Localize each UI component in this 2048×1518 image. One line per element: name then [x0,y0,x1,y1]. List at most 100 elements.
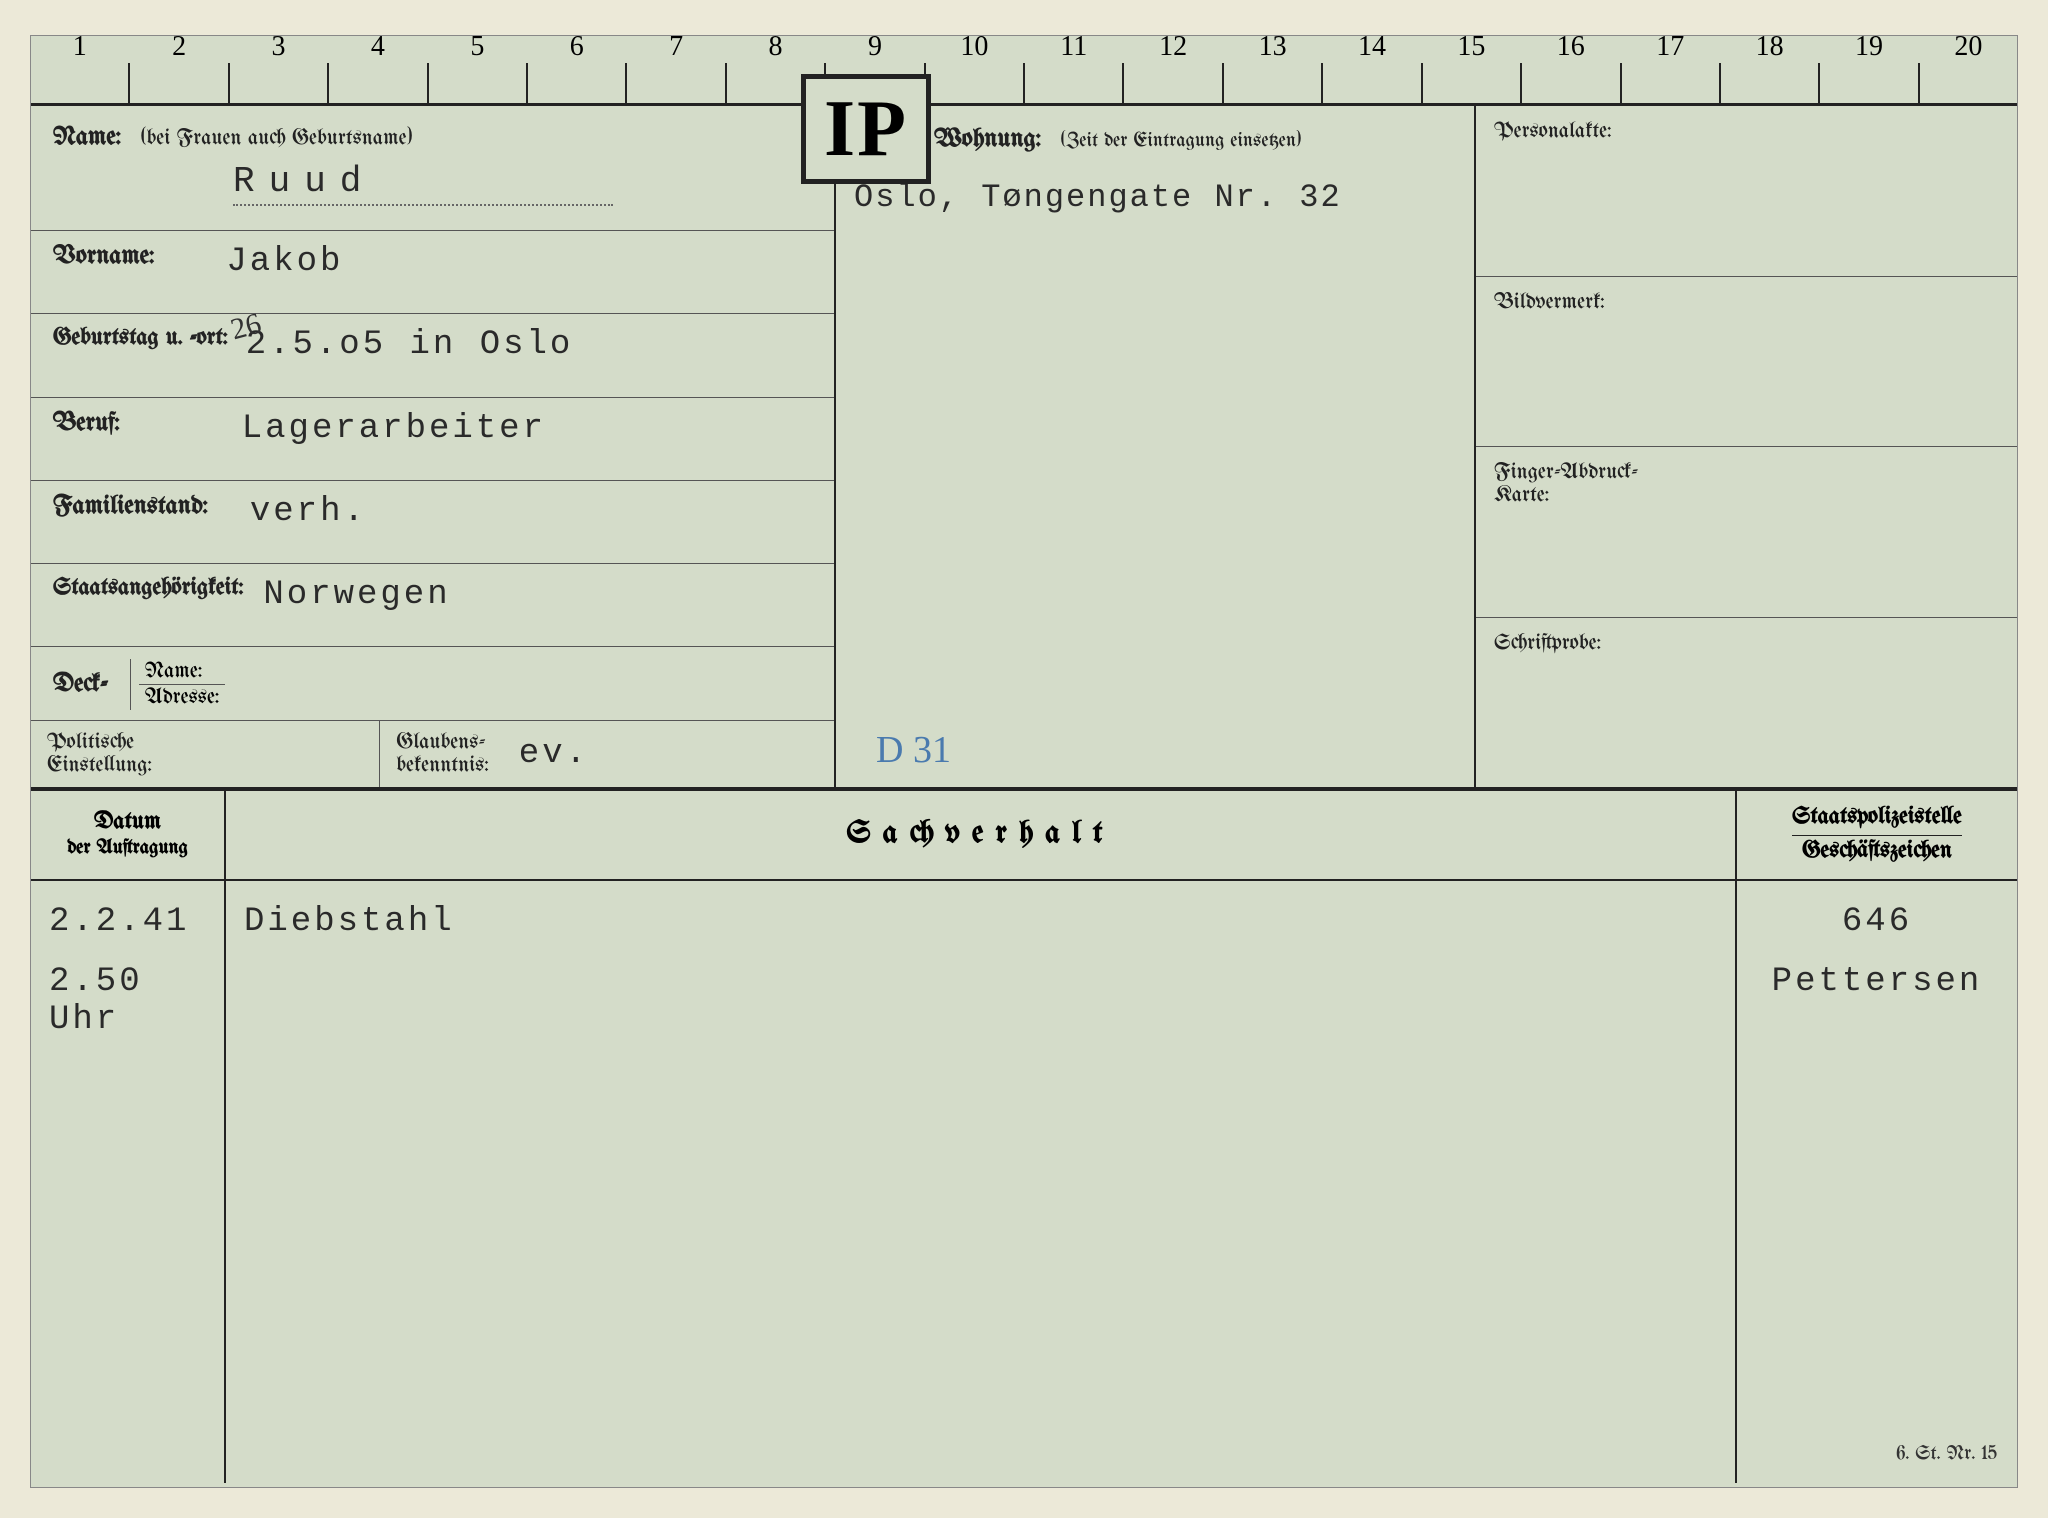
cell-schriftprobe: Schriftprobe: [1476,618,2017,788]
field-bottom-split: Politische Einstellung: Glaubens- bekenn… [31,721,834,787]
ip-text: IP [824,84,908,175]
td-sachverhalt: Diebstahl [226,881,1737,1483]
ruler-tick: 4 [329,63,428,103]
label-glaubens: Glaubens- [396,731,489,754]
entries-table: Datum der Auftragung Sachverhalt Staatsp… [31,791,2017,1483]
ruler-tick: 3 [230,63,329,103]
value-staatsang: Norwegen [263,576,450,614]
entry-date2: 2.50 Uhr [49,963,206,1039]
ruler-tick: 12 [1124,63,1223,103]
footer-form-number: 6. St. Nr. 15 [1896,1444,1997,1465]
handwritten-d31: D 31 [876,728,951,772]
label-geburtstag: Geburtstag u. -ort: [53,326,228,351]
ruler-number: 3 [272,31,286,63]
ruler-number: 19 [1855,31,1883,63]
label-einstellung: Einstellung: [47,754,363,777]
field-geburtstag: Geburtstag u. -ort: 26 2.5.o5 in Oslo [31,314,834,397]
entry-ref2: Pettersen [1755,963,1999,1001]
ruler-number: 5 [470,31,484,63]
value-geburtstag: 2.5.o5 in Oslo [246,326,574,364]
field-name: Name: (bei Frauen auch Geburtsname) Ruud [31,106,834,231]
value-glaubens: ev. [519,735,589,773]
label-personalakte: Personalakte: [1494,120,1612,143]
ruler-tick: 20 [1920,63,2017,103]
ruler-number: 14 [1358,31,1386,63]
ruler-tick: 19 [1820,63,1919,103]
ip-badge: IP [801,74,931,184]
value-familienstand: verh. [250,493,367,531]
table-header: Datum der Auftragung Sachverhalt Staatsp… [31,791,2017,881]
label-beruf: Beruf: [53,410,120,437]
ruler-number: 2 [172,31,186,63]
cell-fingerabdruck: Finger-Abdruck- Karte: [1476,447,2017,618]
td-date: 2.2.41 2.50 Uhr [31,881,226,1483]
index-card: 1234567891011121314151617181920 IP Name:… [30,35,2018,1488]
label-politische: Politische [47,731,363,754]
field-beruf: Beruf: Lagerarbeiter [31,398,834,481]
label-deck-adresse: Adresse: [139,685,226,710]
th-sachverhalt: Sachverhalt [226,791,1737,879]
value-name: Ruud [233,161,375,202]
ruler-tick: 15 [1423,63,1522,103]
ruler-tick: 17 [1622,63,1721,103]
label-name-note: (bei Frauen auch Geburtsname) [141,127,412,150]
label-wohnung: Wohnung: [934,126,1041,153]
ruler-tick: 1 [31,63,130,103]
field-vorname: Vorname: Jakob [31,231,834,314]
table-body: 2.2.41 2.50 Uhr Diebstahl 646 Pettersen … [31,881,2017,1483]
value-vorname: Jakob [226,243,343,281]
label-bildvermerk: Bildvermerk: [1494,291,1605,314]
left-column: Name: (bei Frauen auch Geburtsname) Ruud… [31,106,836,787]
label-vorname: Vorname: [53,243,154,270]
ruler-number: 9 [868,31,882,63]
ruler-number: 6 [570,31,584,63]
ruler-tick: 14 [1323,63,1422,103]
field-familienstand: Familienstand: verh. [31,481,834,564]
ruler-number: 15 [1457,31,1485,63]
value-beruf: Lagerarbeiter [242,410,546,448]
td-reference: 646 Pettersen 6. St. Nr. 15 [1737,881,2017,1483]
ruler-number: 1 [73,31,87,63]
middle-column: Wohnung: (Zeit der Eintragung einsetzen)… [836,106,1476,787]
ruler-number: 18 [1756,31,1784,63]
label-deck-name: Name: [139,659,226,685]
label-bekenntnis: bekenntnis: [396,754,489,777]
label-staatspolizei: Staatspolizeistelle [1792,804,1962,836]
label-datum1: Datum [94,809,161,838]
ruler-number: 8 [769,31,783,63]
entry-date1: 2.2.41 [49,903,206,941]
label-name: Name: [53,124,121,151]
ruler-tick: 10 [926,63,1025,103]
right-column: Personalakte: Bildvermerk: Finger-Abdruc… [1476,106,2017,787]
label-staatsang: Staatsangehörigkeit: [53,576,243,601]
ruler-number: 20 [1954,31,1982,63]
ruler-number: 4 [371,31,385,63]
ruler-tick: 2 [130,63,229,103]
ruler-number: 12 [1159,31,1187,63]
label-familienstand: Familienstand: [53,493,208,520]
value-wohnung: Oslo, Tøngengate Nr. 32 [854,179,1342,216]
cell-bildvermerk: Bildvermerk: [1476,277,2017,448]
ruler-number: 7 [669,31,683,63]
entry-sachverhalt: Diebstahl [244,903,1717,941]
ruler-tick: 7 [627,63,726,103]
ruler-number: 16 [1557,31,1585,63]
ruler-number: 10 [960,31,988,63]
label-deck: Deck- [53,671,108,698]
label-fingerabdruck2: Karte: [1494,484,1999,507]
ruler-tick: 13 [1224,63,1323,103]
label-wohnung-note: (Zeit der Eintragung einsetzen) [1061,131,1301,152]
ruler-tick: 5 [429,63,528,103]
entry-ref1: 646 [1755,903,1999,941]
label-schriftprobe: Schriftprobe: [1494,632,1601,655]
cell-personalakte: Personalakte: [1476,106,2017,277]
label-fingerabdruck1: Finger-Abdruck- [1494,461,1999,484]
scan-page: 1234567891011121314151617181920 IP Name:… [0,0,2048,1518]
ruler-number: 17 [1656,31,1684,63]
ruler-tick: 6 [528,63,627,103]
ruler-tick: 11 [1025,63,1124,103]
label-geschaeftszeichen: Geschäftszeichen [1802,838,1952,867]
ruler-number: 13 [1259,31,1287,63]
ruler-number: 11 [1060,31,1087,63]
ruler-scale: 1234567891011121314151617181920 [31,36,2017,106]
